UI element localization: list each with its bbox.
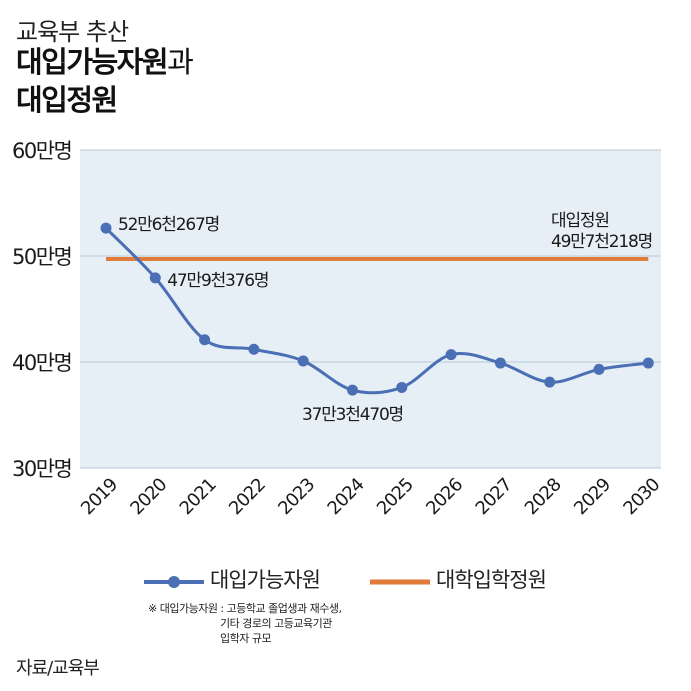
legend-label-quota: 대학입학정원 [436,568,547,592]
y-tick-label: 40만명 [12,351,71,375]
y-axis: 30만명 40만명 50만명 60만명 [12,139,73,481]
x-tick-label: 2023 [274,474,319,519]
x-tick-label: 2028 [521,474,566,519]
x-tick-label: 2029 [570,474,615,519]
x-tick-label: 2027 [472,475,516,519]
legend-marker-resources [144,576,204,588]
legend-marker-quota [370,579,430,585]
x-tick-label: 2019 [77,474,122,519]
data-point [396,381,408,393]
x-tick-label: 2020 [126,474,171,519]
data-point [494,357,506,369]
x-tick-label: 2022 [225,475,269,519]
x-axis: 2019 2020 2021 2022 2023 2024 2025 2026 2027 2028… [77,474,664,519]
footnote-line1: ※ 대입가능자원 : 고등학교 졸업생과 재수생, [148,602,342,615]
data-point [544,376,556,388]
data-point [347,384,358,396]
y-tick-label: 50만명 [12,245,71,269]
series-group [100,222,654,396]
legend-label-resources: 대입가능자원 [210,568,321,592]
y-tick-label: 60만명 [12,139,71,163]
chart-subtitle: 교육부 추산 [16,18,129,46]
source-credit: 자료/교육부 [16,658,100,679]
chart-title-line2: 대입정원 [16,83,118,117]
chart-title: 대입가능자원과 [16,44,194,80]
grid-lines [80,149,661,469]
data-point [445,349,457,361]
data-label: 52만6천267명 [118,215,219,235]
data-label: 37만3천470명 [302,405,403,425]
chart-title-bold: 대입가능자원 [16,45,169,79]
data-point [297,355,309,367]
x-tick-label: 2021 [176,475,220,519]
data-point [149,272,161,284]
data-point [642,357,654,369]
x-tick-label: 2030 [619,474,664,519]
data-point [199,334,211,346]
x-tick-label: 2024 [324,474,369,519]
footnote-line3: 입학자 규모 [220,632,272,645]
footnote-line2: 기타 경로의 고등교육기관 [220,617,332,630]
data-point [248,343,260,355]
data-point [100,222,112,234]
y-tick-label: 30만명 [12,457,71,481]
footnote: ※ 대입가능자원 : 고등학교 졸업생과 재수생, 기타 경로의 고등교육기관 … [148,601,342,646]
data-point [593,363,605,375]
chart-title-connector: 과 [167,45,194,79]
data-label: 47만9천376명 [167,271,268,291]
x-tick-label: 2026 [422,474,467,519]
data-label-quota-title: 대입정원 [551,211,609,231]
x-tick-label: 2025 [373,475,417,519]
data-label-quota-value: 49만7천218명 [551,232,652,252]
